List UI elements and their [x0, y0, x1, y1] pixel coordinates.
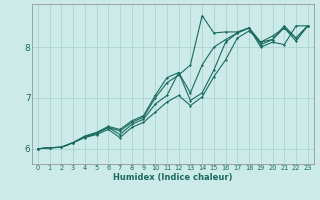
X-axis label: Humidex (Indice chaleur): Humidex (Indice chaleur)	[113, 173, 233, 182]
